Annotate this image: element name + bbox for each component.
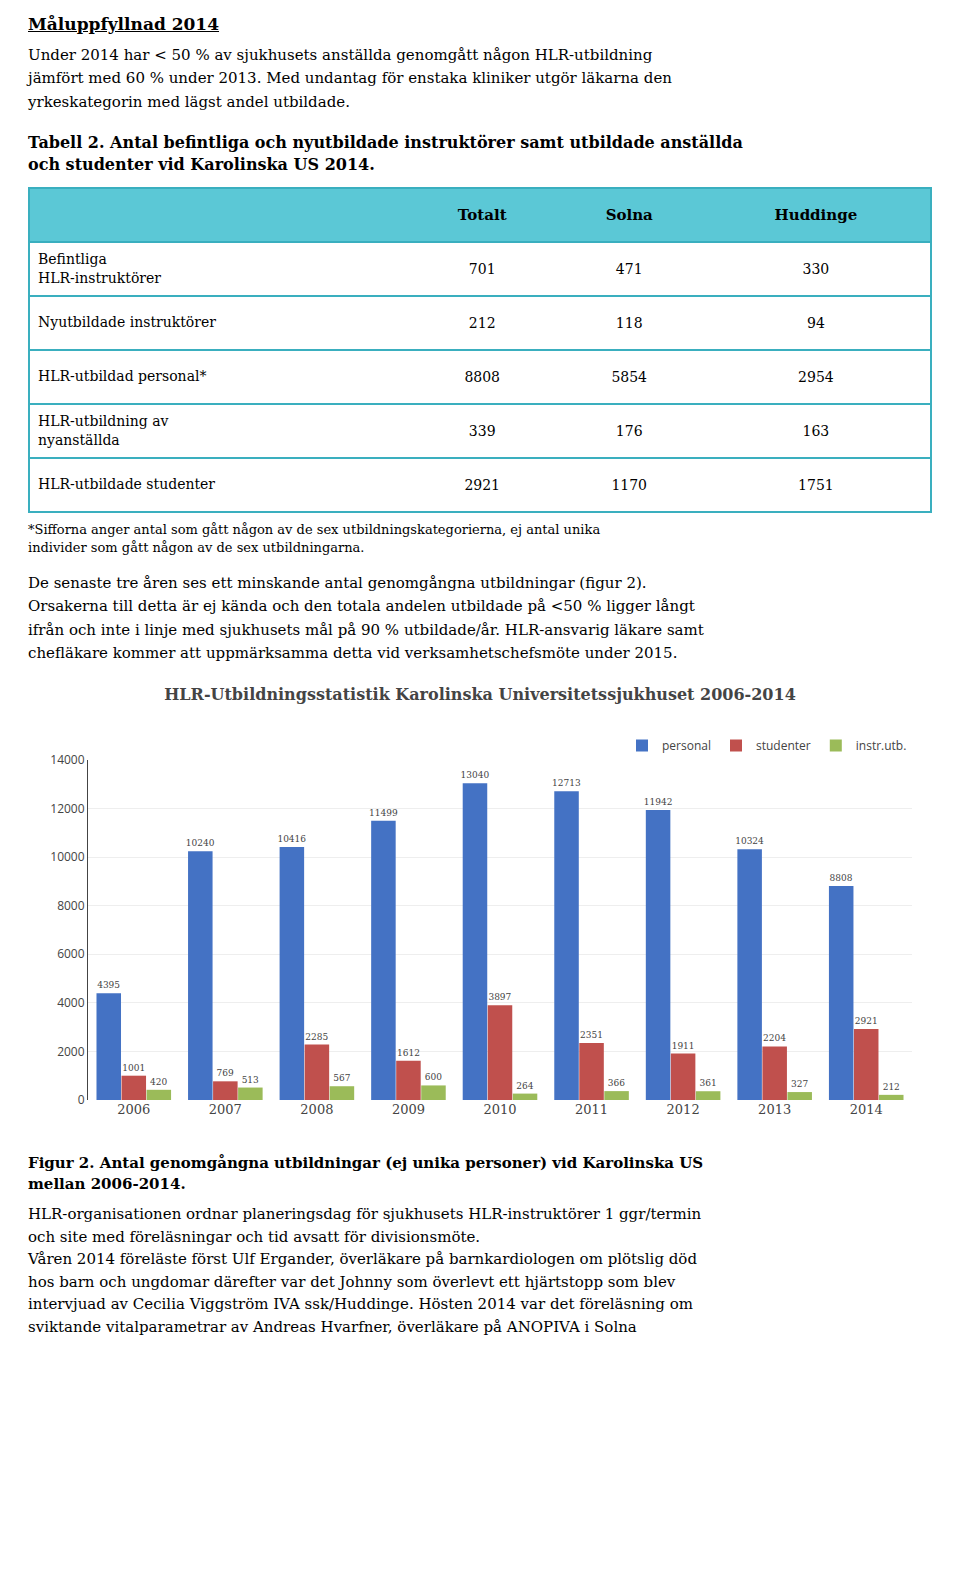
svg-text:2012: 2012: [667, 1102, 700, 1117]
svg-text:11942: 11942: [644, 797, 673, 807]
svg-text:HLR-Utbildningsstatistik Karol: HLR-Utbildningsstatistik Karolinska Univ…: [164, 686, 796, 705]
html-text:701: 701: [468, 260, 496, 277]
svg-text:8808: 8808: [830, 873, 853, 883]
svg-text:600: 600: [425, 1073, 442, 1083]
html-text:1170: 1170: [611, 476, 647, 493]
svg-text:567: 567: [333, 1073, 350, 1083]
html-text:2921: 2921: [464, 476, 500, 493]
html-text:Nyutbildade instruktörer: Nyutbildade instruktörer: [38, 314, 216, 331]
html-text:212: 212: [468, 314, 496, 331]
svg-text:2008: 2008: [300, 1102, 333, 1117]
svg-text:1911: 1911: [672, 1041, 695, 1051]
svg-text:2009: 2009: [392, 1102, 425, 1117]
svg-text:2006: 2006: [117, 1102, 150, 1117]
html-text:118: 118: [615, 314, 643, 331]
svg-text:6000: 6000: [57, 946, 85, 963]
svg-text:2014: 2014: [850, 1102, 883, 1117]
svg-text:10000: 10000: [50, 849, 84, 866]
svg-text:1612: 1612: [397, 1048, 420, 1058]
svg-text:3897: 3897: [488, 993, 511, 1003]
html-text:Befintliga HLR-instruktörer: Befintliga HLR-instruktörer: [38, 251, 161, 286]
svg-text:0: 0: [78, 1091, 85, 1108]
svg-text:13040: 13040: [461, 771, 490, 781]
svg-text:2351: 2351: [580, 1030, 603, 1040]
svg-text:12713: 12713: [552, 778, 581, 788]
html-text:5854: 5854: [611, 368, 647, 385]
html-text:339: 339: [468, 422, 496, 439]
svg-text:420: 420: [150, 1077, 167, 1087]
svg-text:studenter: studenter: [756, 737, 811, 754]
svg-text:513: 513: [242, 1075, 259, 1085]
html-text:De senaste tre åren ses ett mi: De senaste tre åren ses ett minskande an…: [28, 574, 704, 662]
svg-text:2285: 2285: [305, 1032, 328, 1042]
html-text:163: 163: [802, 422, 830, 439]
svg-text:2921: 2921: [855, 1016, 878, 1026]
svg-text:personal: personal: [662, 737, 711, 754]
html-text:HLR-utbildad personal*: HLR-utbildad personal*: [38, 368, 207, 385]
svg-text:4000: 4000: [57, 994, 85, 1011]
html-text:HLR-utbildning av nyanställda: HLR-utbildning av nyanställda: [38, 413, 169, 448]
svg-text:1001: 1001: [122, 1063, 145, 1073]
html-text:HLR-utbildade studenter: HLR-utbildade studenter: [38, 476, 215, 493]
html-text:Figur 2. Antal genomgångna utb: Figur 2. Antal genomgångna utbildningar …: [28, 1154, 704, 1194]
svg-text:10416: 10416: [277, 834, 306, 844]
svg-text:2204: 2204: [763, 1034, 786, 1044]
svg-text:2011: 2011: [575, 1102, 608, 1117]
svg-text:212: 212: [883, 1082, 900, 1092]
html-text:176: 176: [615, 422, 643, 439]
svg-text:11499: 11499: [369, 808, 398, 818]
html-text:Tabell 2. Antal befintliga och: Tabell 2. Antal befintliga och nyutbilda…: [28, 132, 743, 175]
html-text:Under 2014 har < 50 % av sjukh: Under 2014 har < 50 % av sjukhusets anst…: [28, 46, 672, 111]
html-text:Totalt: Totalt: [457, 205, 507, 224]
svg-text:10240: 10240: [186, 839, 215, 849]
svg-text:769: 769: [217, 1069, 234, 1079]
html-text:1751: 1751: [798, 476, 834, 493]
svg-text:instr.utb.: instr.utb.: [856, 737, 907, 754]
html-text:330: 330: [802, 260, 830, 277]
html-text:HLR-organisationen ordnar plan: HLR-organisationen ordnar planeringsdag …: [28, 1205, 702, 1336]
svg-text:2000: 2000: [57, 1043, 85, 1060]
html-text:471: 471: [615, 260, 643, 277]
svg-text:8000: 8000: [57, 897, 85, 914]
svg-text:264: 264: [516, 1081, 533, 1091]
svg-text:2010: 2010: [483, 1102, 516, 1117]
html-text:8808: 8808: [464, 368, 500, 385]
svg-text:12000: 12000: [50, 800, 84, 817]
html-text:Huddinge: Huddinge: [774, 205, 858, 224]
html-text:*Sifforna anger antal som gått: *Sifforna anger antal som gått någon av …: [28, 521, 601, 556]
svg-text:366: 366: [608, 1078, 625, 1088]
svg-text:361: 361: [700, 1078, 717, 1088]
svg-text:10324: 10324: [735, 836, 764, 846]
html-text:94: 94: [807, 314, 825, 331]
svg-text:2013: 2013: [758, 1102, 791, 1117]
svg-text:2007: 2007: [209, 1102, 242, 1117]
svg-text:327: 327: [791, 1079, 808, 1089]
html-text:Måluppfyllnad 2014: Måluppfyllnad 2014: [28, 14, 219, 34]
svg-text:4395: 4395: [97, 980, 120, 990]
html-text:Solna: Solna: [605, 205, 653, 224]
svg-text:14000: 14000: [50, 751, 84, 768]
html-text:2954: 2954: [798, 368, 834, 385]
